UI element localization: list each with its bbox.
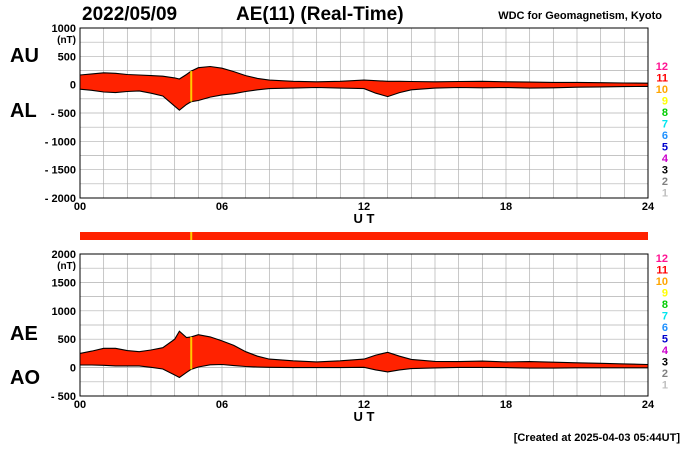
- y-tick-label: - 500: [51, 391, 76, 403]
- y-tick-label: 500: [58, 334, 76, 346]
- y-tick-label: - 2000: [45, 193, 76, 205]
- series-line-ae: [79, 330, 649, 366]
- series-line-ao: [80, 363, 648, 379]
- x-tick-label: 00: [74, 399, 86, 411]
- x-tick-label: 24: [642, 201, 655, 213]
- station-count-label: 12: [656, 253, 668, 265]
- station-count-label: 8: [662, 107, 668, 119]
- index-title: AE(11) (Real-Time): [236, 4, 404, 25]
- station-count-label: 11: [656, 265, 668, 277]
- y-tick-label: 0: [70, 363, 76, 375]
- y-tick-label: 1500: [52, 277, 76, 289]
- station-count-label: 5: [662, 334, 668, 346]
- station-count-label: 6: [662, 130, 668, 142]
- panel-label-ae: AE: [10, 323, 38, 345]
- station-count-label: 2: [662, 176, 668, 188]
- station-count-label: 7: [662, 119, 668, 131]
- x-tick-label: 24: [642, 399, 655, 411]
- y-tick-label: 1000: [52, 306, 76, 318]
- y-tick-label: 2000: [52, 249, 76, 261]
- y-tick-label: - 500: [51, 108, 76, 120]
- x-axis-label: U T: [354, 409, 375, 424]
- station-count-label: 1: [662, 188, 668, 200]
- y-tick-label: 0: [70, 80, 76, 92]
- station-count-label: 12: [656, 61, 668, 73]
- date-title: 2022/05/09: [82, 4, 178, 25]
- y-axis-unit: (nT): [57, 35, 76, 46]
- station-count-label: 1: [662, 380, 668, 392]
- x-tick-label: 00: [74, 201, 86, 213]
- station-count-label: 8: [662, 299, 668, 311]
- x-tick-label: 18: [500, 399, 512, 411]
- source-label: WDC for Geomagnetism, Kyoto: [498, 10, 662, 22]
- plot-frame: [79, 253, 649, 397]
- station-count-label: 3: [662, 165, 668, 177]
- panel-label-ao: AO: [10, 367, 40, 389]
- station-count-label: 10: [656, 84, 668, 96]
- y-tick-label: 1000: [52, 23, 76, 35]
- station-count-label: 3: [662, 357, 668, 369]
- x-tick-label: 12: [358, 399, 370, 411]
- plot-frame: [79, 27, 649, 199]
- y-tick-label: - 1000: [45, 136, 76, 148]
- station-count-label: 5: [662, 142, 668, 154]
- series-line-au: [79, 65, 649, 84]
- station-count-label: 9: [662, 288, 668, 300]
- station-count-label: 4: [662, 345, 669, 357]
- x-tick-label: 18: [500, 201, 512, 213]
- data-band-ae-ao: [80, 331, 648, 378]
- y-axis-unit: (nT): [57, 261, 76, 272]
- x-tick-label: 06: [216, 201, 228, 213]
- y-tick-label: 500: [58, 51, 76, 63]
- station-count-label: 2: [662, 368, 668, 380]
- station-count-label: 6: [662, 322, 668, 334]
- station-count-label: 10: [656, 276, 668, 288]
- x-tick-label: 12: [358, 201, 370, 213]
- station-coverage-bar: [80, 232, 648, 240]
- y-tick-label: - 1500: [45, 165, 76, 177]
- x-axis-label: U T: [354, 211, 375, 226]
- panel-label-al: AL: [10, 100, 37, 122]
- station-count-label: 9: [662, 96, 668, 108]
- station-count-label: 4: [662, 153, 669, 165]
- x-tick-label: 06: [216, 399, 228, 411]
- station-count-label: 7: [662, 311, 668, 323]
- station-count-label: 11: [656, 73, 668, 85]
- series-line-al: [79, 85, 649, 111]
- panel-label-au: AU: [10, 45, 39, 67]
- created-timestamp: [Created at 2025-04-03 05:44UT]: [513, 432, 680, 444]
